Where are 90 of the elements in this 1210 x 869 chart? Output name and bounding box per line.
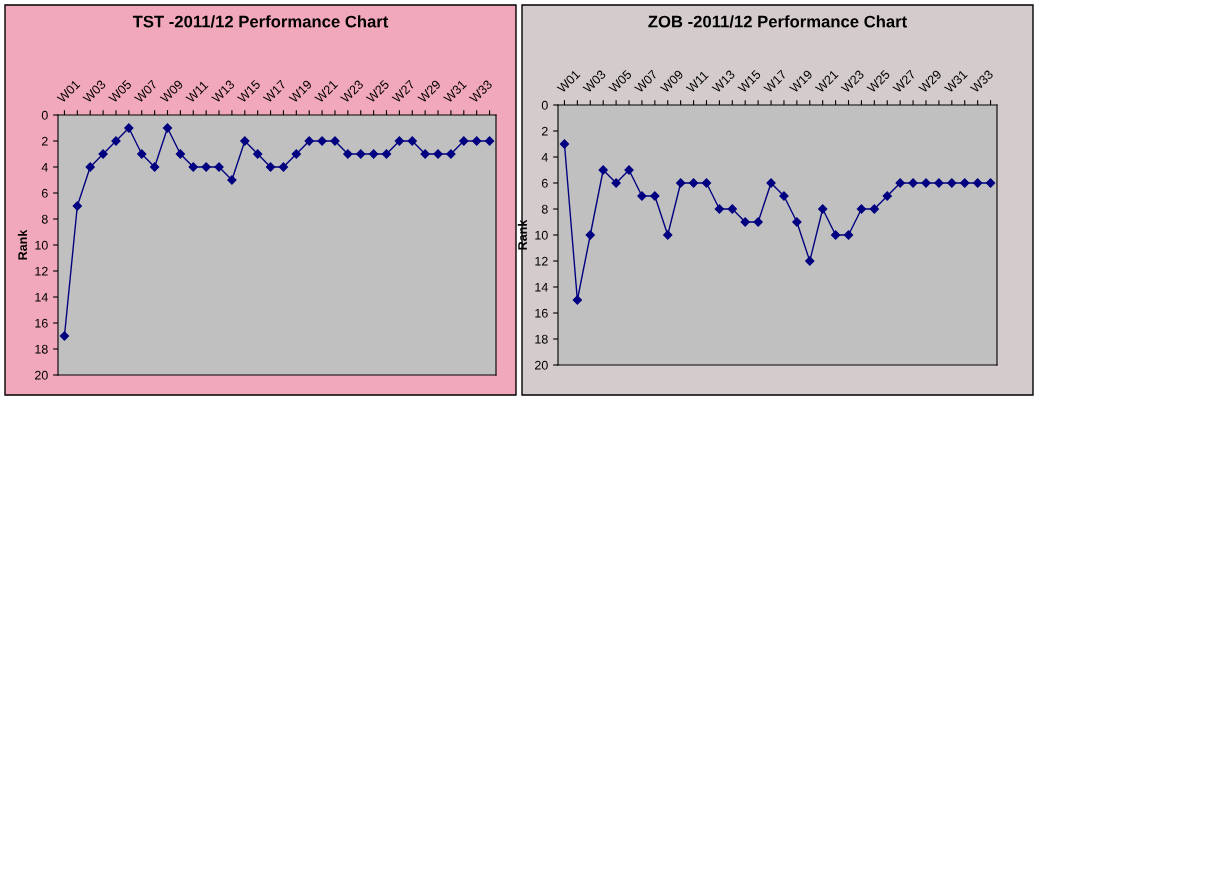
y-tick-label: 6 [41,188,48,198]
point [663,230,673,240]
point [843,230,854,240]
point [818,204,828,214]
point [149,162,160,172]
point [420,149,430,159]
point [753,217,763,227]
point [227,175,237,185]
point [343,149,353,159]
point [740,217,750,227]
y-axis-title: Rank [517,219,527,250]
chart-title: ZOB -2011/12 Performance Chart [648,15,907,28]
point [459,136,469,146]
point [253,149,263,159]
point [446,149,456,159]
x-tick-label: W31 [442,79,467,104]
point [265,162,276,172]
y-tick-label: 8 [541,204,548,214]
x-tick-label: W11 [685,70,709,94]
y-tick-label: 4 [541,152,548,162]
point [934,178,944,188]
y-tick-label: 10 [35,240,48,250]
point [882,191,892,201]
point [162,123,173,133]
point [278,162,289,172]
x-tick-label: W21 [314,79,338,104]
chart-title: TST -2011/12 Performance Chart [132,15,389,28]
point [188,162,198,172]
x-tick-label: W01 [556,69,581,94]
point [676,178,686,188]
point [572,295,582,305]
y-tick-label: 0 [541,100,548,110]
point [611,178,621,188]
point [830,230,841,240]
x-tick-label: W01 [56,79,81,104]
y-tick-label: 2 [541,126,548,136]
point [701,178,712,188]
point [291,149,301,159]
point [985,178,996,188]
point [240,136,250,146]
point [356,149,366,159]
point [472,136,482,146]
y-tick-label: 12 [35,266,48,276]
point [856,204,867,214]
point [714,204,725,214]
point [585,230,595,240]
point [727,204,737,214]
point [368,149,379,159]
point [394,136,405,146]
point [869,204,879,214]
y-axis-title: Rank [17,229,28,260]
x-tick-label: W11 [185,80,209,104]
point [598,165,608,175]
point [304,136,314,146]
point [72,201,82,211]
y-tick-label: 20 [535,360,548,370]
y-tick-label: 16 [535,308,548,318]
point [650,191,660,201]
y-tick-label: 8 [41,214,48,224]
y-tick-label: 0 [41,110,48,120]
y-tick-label: 10 [535,230,548,240]
y-tick-label: 2 [41,136,48,146]
point [381,149,392,159]
y-tick-label: 12 [535,256,548,266]
y-tick-label: 14 [35,292,48,302]
x-tick-label: W21 [814,69,839,94]
point [792,217,802,227]
y-tick-label: 14 [535,282,548,292]
point [59,331,70,341]
point [805,256,815,266]
point [407,136,417,146]
point [947,178,957,188]
point [175,149,186,159]
x-tick-label: W31 [943,69,968,94]
y-tick-label: 4 [41,162,48,172]
point [484,136,495,146]
point [688,178,699,188]
y-tick-label: 6 [541,178,548,188]
y-tick-label: 20 [35,370,48,380]
y-tick-label: 16 [35,318,48,328]
y-tick-label: 18 [35,344,48,354]
point [137,149,147,159]
point [85,162,95,172]
point [895,178,905,188]
point [124,123,134,133]
point [960,178,970,188]
point [201,162,211,172]
y-tick-label: 18 [535,334,548,344]
point [559,139,570,149]
point [973,178,983,188]
